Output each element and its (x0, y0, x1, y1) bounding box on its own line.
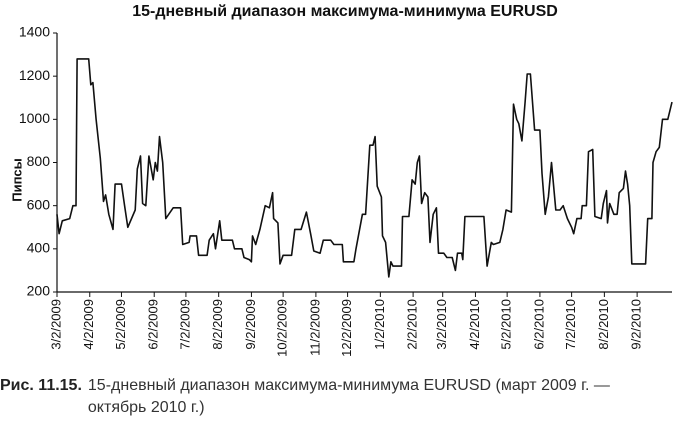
x-tick-label: 4/2/2009 (81, 299, 96, 350)
x-tick-label: 3/2/2010 (434, 299, 449, 350)
x-tick-label: 2/2/2010 (405, 299, 420, 350)
x-tick-label: 3/2/2009 (48, 299, 63, 350)
x-tick-label: 12/2/2009 (339, 299, 354, 357)
x-tick-label: 8/2/2010 (596, 299, 611, 350)
caption-text: 15-дневный диапазон максимума-минимума E… (87, 377, 610, 416)
x-tick-label: 4/2/2010 (467, 299, 482, 350)
x-tick-label: 10/2/2009 (275, 299, 290, 357)
chart: 15-дневный диапазон максимума-минимума E… (9, 3, 673, 357)
chart-title: 15-дневный диапазон максимума-минимума E… (132, 3, 558, 20)
y-axis-label: Пипсы (9, 158, 24, 202)
x-tick-label: 5/2/2009 (113, 299, 128, 350)
x-tick-label: 6/2/2009 (146, 299, 161, 350)
y-tick-label: 400 (27, 240, 51, 256)
y-tick-label: 1000 (19, 110, 50, 126)
x-tick-label: 11/2/2009 (307, 299, 322, 356)
x-tick-label: 5/2/2010 (499, 299, 514, 350)
x-tick-label: 7/2/2010 (563, 299, 578, 350)
x-tick-label: 9/2/2009 (243, 299, 258, 350)
x-tick-label: 8/2/2009 (210, 299, 225, 350)
x-tick-label: 7/2/2009 (177, 299, 192, 350)
caption: Рис. 11.15. 15-дневный диапазон максимум… (0, 375, 672, 419)
y-tick-label: 800 (27, 153, 51, 169)
y-tick-label: 600 (27, 196, 51, 212)
x-tick-label: 1/2/2010 (372, 299, 387, 350)
y-tick-label: 200 (27, 283, 51, 299)
x-tick-label: 9/2/2010 (629, 299, 644, 350)
y-tick-label: 1200 (19, 67, 50, 83)
caption-label: Рис. 11.15. (0, 377, 82, 394)
data-line (56, 58, 673, 278)
y-tick-label: 1400 (19, 24, 50, 40)
x-tick-label: 6/2/2010 (531, 299, 546, 350)
